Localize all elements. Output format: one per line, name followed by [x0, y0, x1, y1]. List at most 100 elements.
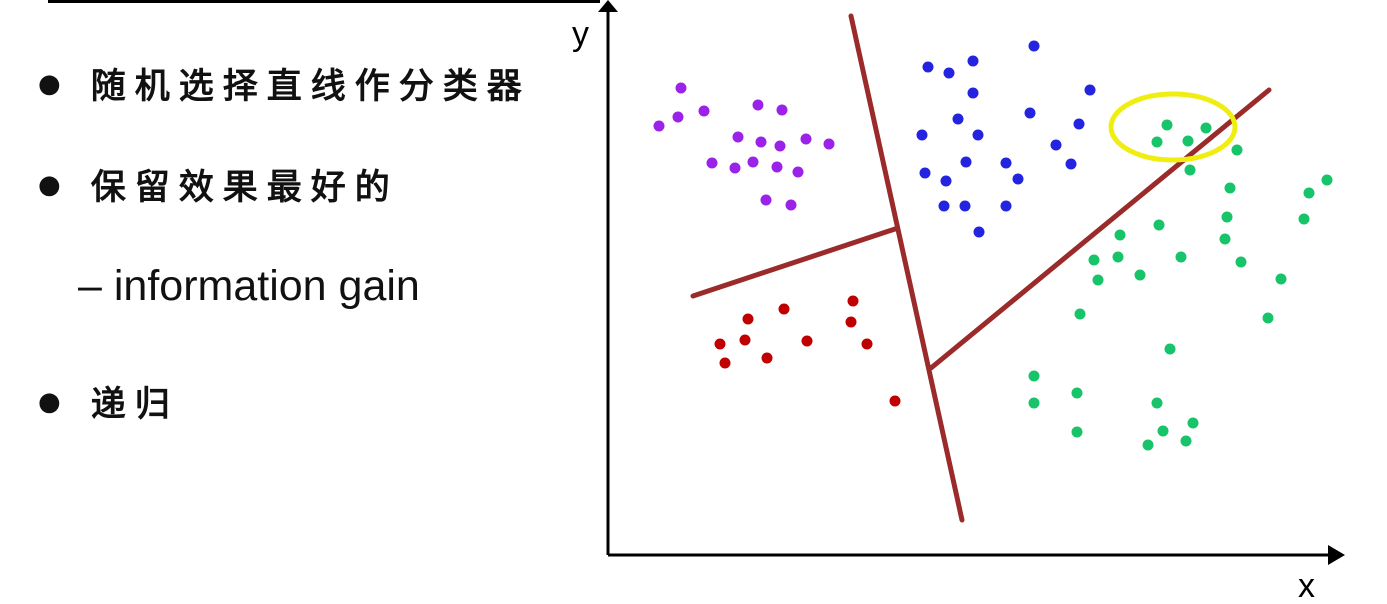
green-point — [1088, 254, 1100, 266]
green-point — [1275, 273, 1287, 285]
sub-bullet-information-gain: – information gain — [78, 262, 420, 311]
blue-point — [938, 200, 950, 212]
red-point — [714, 338, 726, 350]
blue-point — [959, 200, 971, 212]
blue-point — [1000, 200, 1012, 212]
purple-point — [732, 131, 744, 143]
blue-point — [919, 167, 931, 179]
red-point — [761, 352, 773, 364]
bullet-text: 递归 — [90, 384, 179, 425]
green-point — [1151, 136, 1163, 148]
red-point — [739, 334, 751, 346]
purple-point — [776, 104, 788, 116]
green-point — [1157, 425, 1169, 437]
purple-point — [706, 157, 718, 169]
green-point — [1114, 229, 1126, 241]
purple-point — [729, 162, 741, 174]
green-point — [1182, 135, 1194, 147]
green-point — [1112, 251, 1124, 263]
green-point — [1321, 174, 1333, 186]
blue-point — [960, 156, 972, 168]
green-point — [1151, 397, 1163, 409]
blue-point — [1073, 118, 1085, 130]
split-line-1 — [848, 13, 965, 523]
purple-point — [823, 138, 835, 150]
green-point — [1221, 211, 1233, 223]
bullet-dot: ● — [38, 169, 61, 200]
green-point — [1187, 417, 1199, 429]
sub-bullet-text: information gain — [113, 262, 420, 310]
blue-point — [972, 129, 984, 141]
highlight-ellipse — [1108, 91, 1238, 163]
y-axis-arrow-icon — [598, 0, 618, 12]
green-point — [1092, 274, 1104, 286]
purple-point — [774, 140, 786, 152]
bullet-text: 随机选择直线作分类器 — [90, 66, 531, 107]
bullet-list: ● 随机选择直线作分类器 ● 保留效果最好的 – information gai… — [0, 0, 600, 604]
split-lines — [690, 13, 1272, 523]
blue-point — [1012, 173, 1024, 185]
green-point — [1161, 119, 1173, 131]
split-line-2 — [690, 226, 898, 299]
bullet-item-random-line: ● 随机选择直线作分类器 — [38, 58, 531, 109]
red-point — [801, 335, 813, 347]
y-axis-label: y — [572, 15, 589, 53]
purple-point — [672, 111, 684, 123]
x-axis-arrow-icon — [1328, 545, 1345, 565]
sub-bullet-dash: – — [78, 262, 102, 310]
top-rule — [48, 0, 600, 3]
blue-point — [967, 55, 979, 67]
green-point — [1262, 312, 1274, 324]
blue-point — [922, 61, 934, 73]
x-axis-label: x — [1298, 567, 1315, 604]
green-point — [1303, 187, 1315, 199]
blue-point — [967, 87, 979, 99]
green-point — [1200, 122, 1212, 134]
blue-point — [943, 67, 955, 79]
purple-point — [800, 133, 812, 145]
bullet-text: 保留效果最好的 — [90, 167, 399, 208]
purple-point — [792, 166, 804, 178]
green-point — [1074, 308, 1086, 320]
green-point — [1142, 439, 1154, 451]
green-point — [1164, 343, 1176, 355]
purple-point — [698, 105, 710, 117]
green-point — [1184, 164, 1196, 176]
blue-point — [1024, 107, 1036, 119]
bullet-dot: ● — [38, 386, 61, 417]
red-point — [778, 303, 790, 315]
blue-point — [1050, 139, 1062, 151]
green-point — [1134, 269, 1146, 281]
data-points — [653, 40, 1333, 451]
bullet-dot: ● — [38, 68, 61, 99]
red-point — [861, 338, 873, 350]
blue-point — [973, 226, 985, 238]
blue-point — [1000, 157, 1012, 169]
green-point — [1175, 251, 1187, 263]
purple-point — [771, 161, 783, 173]
red-point — [742, 313, 754, 325]
green-point — [1071, 387, 1083, 399]
green-point — [1219, 233, 1231, 245]
purple-point — [747, 156, 759, 168]
purple-point — [755, 136, 767, 148]
green-point — [1180, 435, 1192, 447]
split-line-3 — [928, 87, 1272, 371]
bullet-item-keep-best: ● 保留效果最好的 — [38, 159, 399, 210]
green-point — [1028, 370, 1040, 382]
highlight-group — [1108, 91, 1238, 163]
green-point — [1235, 256, 1247, 268]
red-point — [889, 395, 901, 407]
red-point — [845, 316, 857, 328]
purple-point — [752, 99, 764, 111]
green-point — [1153, 219, 1165, 231]
blue-point — [1065, 158, 1077, 170]
blue-point — [952, 113, 964, 125]
purple-point — [653, 120, 665, 132]
red-point — [847, 295, 859, 307]
green-point — [1231, 144, 1243, 156]
green-point — [1224, 182, 1236, 194]
red-point — [719, 357, 731, 369]
blue-point — [1084, 84, 1096, 96]
